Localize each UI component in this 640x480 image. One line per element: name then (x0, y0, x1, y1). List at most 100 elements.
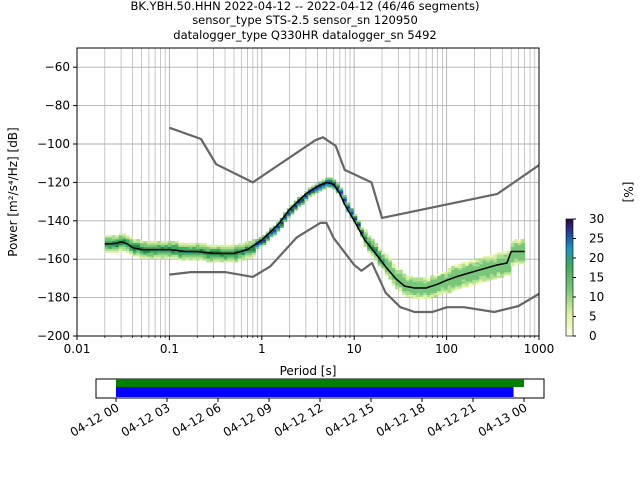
heatmap-cell (503, 256, 508, 259)
heatmap-cell (321, 179, 326, 182)
heatmap-cell (479, 271, 484, 274)
heatmap-cell (496, 254, 501, 257)
heatmap-cell (409, 292, 414, 296)
heatmap-cell (213, 256, 218, 259)
heatmap-cell (223, 256, 228, 259)
heatmap-cell (391, 277, 396, 280)
heatmap-cell (437, 292, 442, 296)
heatmap-cell (493, 265, 498, 269)
heatmap-cell (507, 264, 512, 267)
heatmap-cell (143, 242, 148, 246)
heatmap-cell (500, 254, 505, 257)
heatmap-cell (136, 242, 141, 246)
heatmap-cell (444, 271, 449, 274)
heatmap-cell (391, 279, 396, 282)
colorbar-tick-label: 5 (589, 310, 597, 324)
heatmap-cell (514, 258, 519, 261)
heatmap-cell (300, 198, 305, 201)
heatmap-cell (230, 256, 235, 259)
heatmap-cell (234, 248, 239, 251)
heatmap-cell (472, 281, 477, 284)
plot-area: 0.01 0.1 1 10 100 1000 −60 −80 −100 −120 −140 −160… (37, 47, 554, 356)
heatmap-cell (220, 260, 225, 263)
heatmap-cell (150, 254, 155, 257)
heatmap-cell (440, 273, 445, 276)
heatmap-cell (174, 244, 179, 248)
heatmap-cell (447, 287, 452, 290)
heatmap-cell (521, 256, 526, 259)
heatmap-cell (220, 250, 225, 253)
heatmap-cell (444, 283, 449, 286)
heatmap-cell (167, 240, 172, 244)
heatmap-cell (475, 281, 480, 284)
heatmap-cell (248, 248, 253, 251)
coverage-bar-blue (116, 387, 514, 397)
heatmap-cell (472, 267, 477, 271)
heatmap-cell (395, 269, 400, 272)
heatmap-cell (363, 231, 368, 234)
heatmap-cell (241, 258, 246, 261)
heatmap-cell (409, 277, 414, 280)
heatmap-cell (153, 256, 158, 259)
heatmap-cell (220, 258, 225, 261)
heatmap-cell (195, 256, 200, 259)
heatmap-cell (461, 269, 466, 272)
heatmap-cell (405, 281, 410, 284)
heatmap-cell (178, 258, 183, 261)
heatmap-cell (227, 246, 232, 249)
colorbar-tick-label: 0 (589, 329, 597, 343)
heatmap-cell (381, 254, 386, 257)
heatmap-cell (230, 260, 235, 263)
heatmap-cell (500, 252, 505, 255)
heatmap-cell (461, 283, 466, 286)
heatmap-cell (402, 288, 407, 292)
heatmap-cell (255, 242, 260, 246)
heatmap-cell (517, 256, 522, 259)
heatmap-cell (241, 254, 246, 257)
heatmap-cell (188, 248, 193, 251)
heatmap-cell (321, 183, 326, 186)
heatmap-cell (178, 244, 183, 248)
heatmap-cell (503, 250, 508, 253)
heatmap-cell (339, 192, 344, 196)
heatmap-cell (146, 246, 151, 249)
heatmap-cell (419, 290, 424, 294)
heatmap-cell (486, 269, 491, 272)
heatmap-cell (391, 283, 396, 286)
heatmap-cell (276, 227, 281, 230)
heatmap-cell (234, 250, 239, 253)
heatmap-cell (419, 296, 424, 299)
heatmap-cell (367, 242, 372, 246)
heatmap-cell (500, 264, 505, 267)
heatmap-cell (171, 240, 176, 244)
heatmap-cell (209, 246, 214, 249)
heatmap-cell (202, 254, 207, 257)
heatmap-cell (426, 287, 431, 290)
heatmap-cell (202, 256, 207, 259)
heatmap-cell (510, 246, 515, 249)
heatmap-cell (122, 244, 127, 248)
heatmap-cell (227, 258, 232, 261)
heatmap-cell (507, 252, 512, 255)
heatmap-cell (178, 256, 183, 259)
heatmap-cell (384, 256, 389, 259)
heatmap-cell (118, 235, 123, 238)
heatmap-cell (388, 273, 393, 276)
heatmap-cell (507, 258, 512, 261)
heatmap-cell (405, 279, 410, 282)
heatmap-cell (451, 267, 456, 271)
heatmap-cell (475, 258, 480, 261)
heatmap-cell (167, 254, 172, 257)
heatmap-cell (409, 285, 414, 288)
heatmap-cell (321, 187, 326, 190)
heatmap-cell (510, 258, 515, 261)
heatmap-cell (440, 277, 445, 280)
heatmap-cell (143, 256, 148, 259)
heatmap-cell (283, 217, 288, 221)
heatmap-cell (223, 260, 228, 263)
heatmap-cell (213, 258, 218, 261)
heatmap-cell (402, 273, 407, 276)
heatmap-cell (342, 196, 347, 200)
x-tick-label: 0.1 (160, 342, 179, 356)
